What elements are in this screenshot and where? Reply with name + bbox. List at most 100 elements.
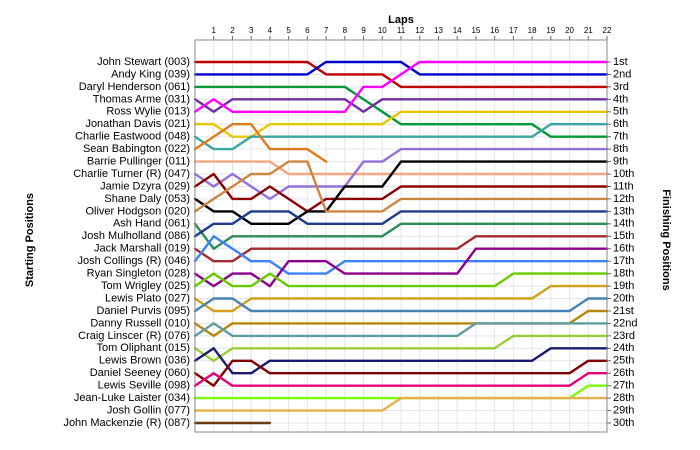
- x-tick-label: 19: [546, 26, 555, 35]
- x-tick-label: 16: [490, 26, 499, 35]
- y2-tick-label: 2nd: [613, 68, 631, 80]
- driver-label: John Mackenzie (R) (087): [63, 417, 190, 429]
- driver-label: Josh Mulholland (086): [82, 230, 190, 242]
- y2-tick-label: 1st: [613, 56, 628, 68]
- plot-frame: [194, 39, 608, 433]
- driver-label: John Stewart (003): [97, 56, 190, 68]
- x-tick-label: 8: [343, 26, 348, 35]
- driver-label: Lewis Plato (027): [105, 292, 190, 304]
- y2-tick-label: 16th: [613, 243, 634, 255]
- driver-label: Charlie Turner (R) (047): [73, 168, 190, 180]
- driver-label: Andy King (039): [111, 68, 190, 80]
- driver-label: Daniel Seeney (060): [90, 367, 190, 379]
- series-line: [193, 60, 609, 89]
- driver-label: Barrie Pullinger (011): [87, 155, 190, 167]
- driver-label: Josh Collings (R) (046): [78, 255, 190, 267]
- x-tick-label: 3: [249, 26, 254, 35]
- series-line: [193, 322, 609, 338]
- y2-tick-label: 12th: [613, 193, 634, 205]
- y2-tick-label: 29th: [613, 404, 634, 416]
- y2-tick-label: 28th: [613, 392, 634, 404]
- x-tick-label: 11: [397, 26, 406, 35]
- series-line: [193, 272, 609, 288]
- y2-tick-label: 14th: [613, 218, 634, 230]
- x-tick-label: 14: [453, 26, 462, 35]
- driver-label: Jean-Luke Laister (034): [74, 392, 190, 404]
- driver-label: Tom Wrigley (025): [101, 280, 190, 292]
- x-tick-label: 17: [509, 26, 518, 35]
- y2-tick-label: 15th: [613, 230, 634, 242]
- y2-tick-label: 17th: [613, 255, 634, 267]
- y2-tick-label: 27th: [613, 380, 634, 392]
- x-tick-label: 6: [305, 26, 310, 35]
- x-tick-label: 13: [434, 26, 443, 35]
- series-line: [193, 235, 609, 275]
- series-line: [193, 359, 609, 387]
- x-tick-label: 2: [230, 26, 235, 35]
- driver-label: Shane Daly (053): [104, 193, 190, 205]
- x-tick-label: 12: [415, 26, 424, 35]
- series-line: [193, 396, 609, 412]
- y2-tick-label: 24th: [613, 342, 634, 354]
- series-line: [193, 210, 609, 238]
- driver-label: Daryl Henderson (061): [79, 81, 190, 93]
- x-tick-label: 4: [268, 26, 273, 35]
- series-line: [193, 85, 609, 138]
- lines: [193, 60, 609, 425]
- y2-tick-label: 4th: [613, 93, 628, 105]
- series-line: [193, 372, 609, 387]
- driver-label: Charlie Eastwood (048): [75, 131, 190, 143]
- y2-tick-label: 20th: [613, 292, 634, 304]
- y2-tick-label: 9th: [613, 155, 628, 167]
- driver-label: Ross Wylie (013): [106, 106, 190, 118]
- series-line: [193, 123, 328, 163]
- x-tick-label: 10: [378, 26, 387, 35]
- y2-tick-label: 26th: [613, 367, 634, 379]
- y2-tick-label: 18th: [613, 268, 634, 280]
- chart-title: Laps: [388, 14, 414, 26]
- series-line: [193, 123, 609, 151]
- y2-tick-label: 30th: [613, 417, 634, 429]
- driver-label: Thomas Arme (031): [93, 93, 190, 105]
- y2-tick-label: 22nd: [613, 317, 637, 329]
- x-tick-label: 20: [565, 26, 574, 35]
- series-line: [193, 247, 609, 288]
- driver-label: Craig Linscer (R) (076): [78, 330, 190, 342]
- y2-tick-label: 19th: [613, 280, 634, 292]
- y2-tick-label: 7th: [613, 131, 628, 143]
- series-line: [193, 334, 609, 362]
- x-tick-label: 9: [361, 26, 366, 35]
- x-tick-label: 22: [603, 26, 612, 35]
- driver-label: Ryan Singleton (028): [87, 268, 190, 280]
- series-line: [193, 160, 609, 225]
- x-tick-label: 18: [528, 26, 537, 35]
- series-line: [193, 235, 609, 263]
- x-tick-label: 7: [324, 26, 329, 35]
- y2-tick-label: 5th: [613, 106, 628, 118]
- labels: 1 2 3 4 5 6 7 8 9 10 11 12 13 14 15 16 17 18 19 20 21 221st2n…: [63, 26, 637, 429]
- series-line: [193, 297, 609, 313]
- y-axis-label: Starting Positions: [24, 193, 36, 287]
- driver-label: Daniel Purvis (095): [96, 305, 190, 317]
- x-tick-label: 1: [212, 26, 217, 35]
- series-line: [193, 222, 609, 250]
- y2-tick-label: 10th: [613, 168, 634, 180]
- series-line: [193, 98, 609, 113]
- y2-tick-label: 3rd: [613, 81, 629, 93]
- series-line: [193, 284, 609, 313]
- driver-label: Jack Marshall (019): [94, 243, 190, 255]
- x-tick-label: 5: [286, 26, 291, 35]
- series-line: [193, 347, 609, 375]
- series-line: [193, 160, 609, 213]
- x-tick-label: 15: [471, 26, 480, 35]
- x-tick-label: 21: [584, 26, 593, 35]
- y2-tick-label: 23rd: [613, 330, 635, 342]
- series-line: [193, 110, 609, 138]
- series-line: [193, 60, 609, 76]
- series-line: [193, 160, 609, 176]
- driver-label: Jonathan Davis (021): [85, 118, 190, 130]
- driver-label: Lewis Seville (098): [98, 380, 190, 392]
- y2-tick-label: 11th: [613, 180, 634, 192]
- driver-label: Ash Hand (061): [113, 218, 190, 230]
